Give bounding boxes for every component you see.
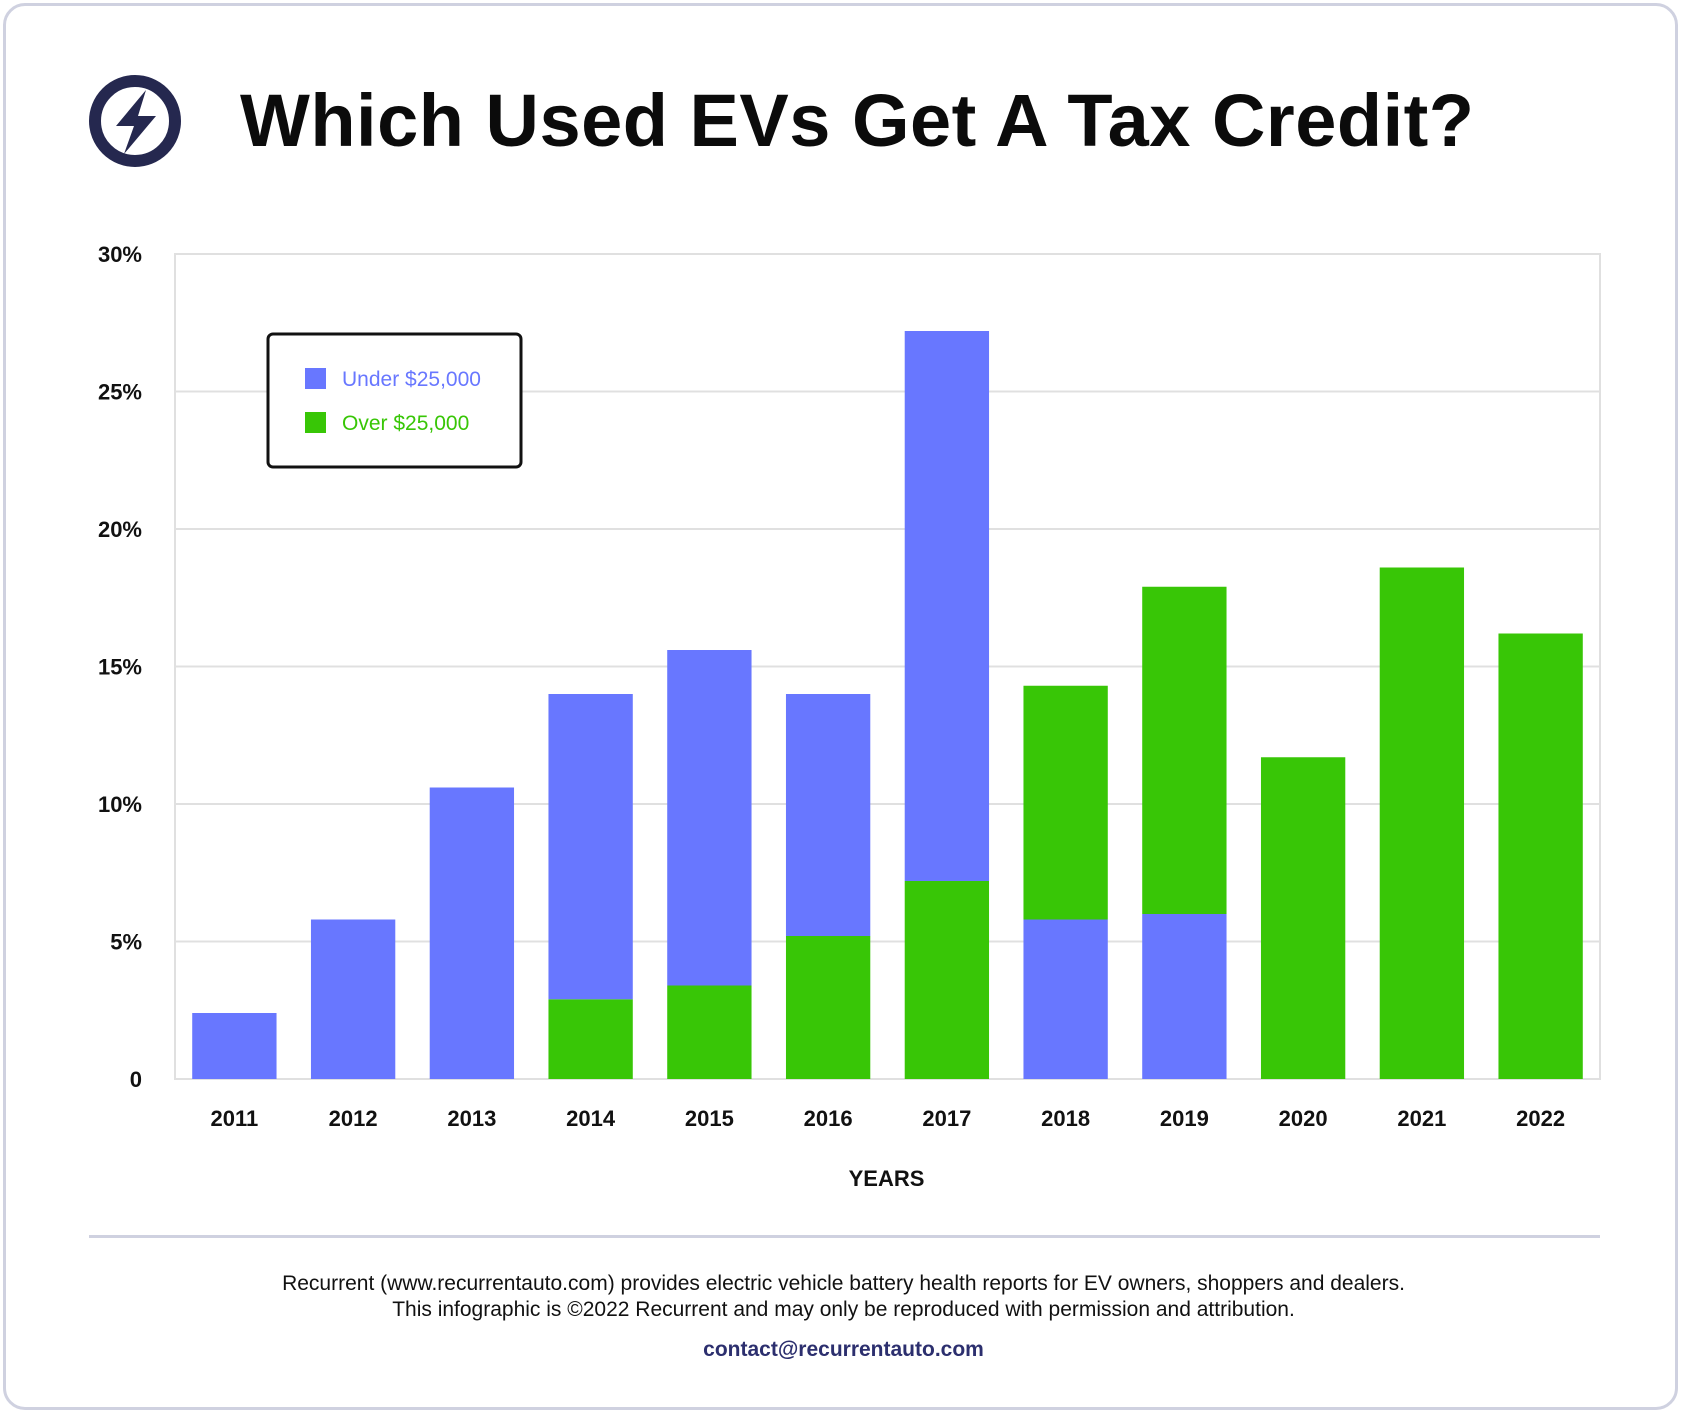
bar-under-2014 [548,694,633,1000]
footer-divider [89,1235,1600,1238]
x-axis-label: YEARS [849,1166,925,1191]
bar-over-2018 [1023,685,1108,920]
y-tick-label: 5% [110,930,142,955]
lightning-bolt-icon [89,75,181,167]
x-tick-label: 2018 [1041,1106,1090,1131]
bar-over-2014 [548,999,633,1079]
footer-description: Recurrent (www.recurrentauto.com) provid… [282,1272,1405,1295]
x-tick-label: 2011 [211,1106,259,1131]
bar-over-2022 [1498,633,1583,1079]
y-tick-label: 15% [98,655,142,680]
y-tick-label: 30% [98,242,142,267]
bar-under-2012 [310,919,396,1079]
x-tick-label: 2013 [447,1106,496,1131]
y-tick-label: 20% [98,517,142,542]
legend-swatch-under [305,368,326,389]
x-tick-label: 2012 [329,1106,378,1131]
bar-over-2020 [1260,757,1346,1079]
legend-label-over: Over $25,000 [342,412,469,435]
legend-swatch-over [305,412,326,433]
bar-over-2021 [1379,567,1465,1079]
bar-under-2013 [429,787,515,1079]
bar-under-2019 [1142,914,1227,1079]
legend-box [266,332,523,469]
x-tick-label: 2022 [1516,1106,1565,1131]
x-tick-label: 2015 [685,1106,734,1131]
bar-under-2018 [1023,919,1108,1079]
bar-over-2016 [785,936,871,1079]
x-tick-label: 2019 [1160,1106,1209,1131]
y-tick-label: 10% [98,792,142,817]
x-tick-label: 2016 [804,1106,853,1131]
y-tick-label: 25% [98,380,142,405]
bar-over-2019 [1142,586,1227,914]
stacked-bar-chart: 0 5% 10% 15% 20% 25% 30% 2011 2012 2013 2014 2015 20… [98,242,1601,1191]
contact-link[interactable]: contact@recurrentauto.com [703,1338,984,1361]
x-tick-label: 2017 [922,1106,971,1131]
y-tick-label: 0 [130,1067,142,1092]
bar-over-2017 [904,881,990,1079]
x-tick-label: 2021 [1397,1106,1446,1131]
bar-over-2015 [667,985,752,1079]
bar-under-2015 [667,650,752,986]
page-title: Which Used EVs Get A Tax Credit? [240,79,1475,162]
x-tick-label: 2014 [566,1106,616,1131]
x-tick-label: 2020 [1279,1106,1328,1131]
bar-under-2017 [904,331,990,881]
legend-label-under: Under $25,000 [342,368,481,391]
footer-copyright: This infographic is ©2022 Recurrent and … [392,1298,1295,1321]
bar-under-2011 [192,1013,277,1079]
bar-under-2016 [785,694,871,936]
